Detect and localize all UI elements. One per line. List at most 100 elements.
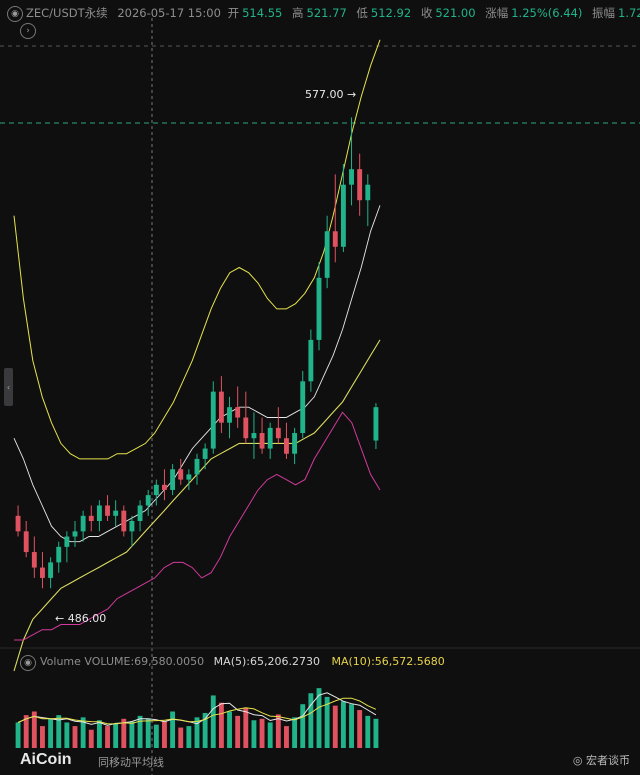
candle-body [340, 184, 346, 247]
volume-bar [332, 705, 338, 748]
candle-body [194, 458, 200, 475]
candle-body [178, 469, 184, 480]
candle-body [129, 521, 135, 532]
expand-chevron-icon[interactable]: › [20, 23, 36, 39]
candle-body [170, 469, 176, 490]
candle-body [300, 381, 306, 434]
high-marker-label: 577.00 → [305, 88, 357, 101]
volume-bar [365, 715, 371, 748]
candle-body [218, 391, 224, 423]
candle-body [105, 505, 110, 516]
volume-bar [308, 693, 314, 748]
volume-bar [153, 724, 159, 748]
high-value: 521.77 [306, 6, 347, 20]
band-pink [14, 411, 381, 641]
candle-body [308, 339, 314, 382]
low-marker-label: ← 486.00 [55, 612, 107, 625]
change-value: 1.25%(6.44) [511, 6, 583, 20]
candle-body [324, 231, 330, 278]
volume-bar [121, 718, 127, 748]
symbol-label: ZEC/USDT永续 [26, 6, 108, 20]
change-label: 涨幅 [485, 6, 509, 20]
candle-body [64, 536, 70, 547]
candle-body [267, 427, 273, 449]
candle-body [357, 169, 363, 201]
volume-bar [292, 717, 298, 748]
volume-ma5-line [17, 692, 377, 726]
volume-bar [64, 722, 70, 748]
candle-body [96, 505, 102, 521]
candle-body [40, 567, 45, 578]
candle-body [15, 515, 21, 532]
volume-bar [202, 712, 208, 748]
volume-bar [105, 726, 110, 748]
amp-label: 振幅 [592, 6, 616, 20]
volume-bar [210, 695, 216, 748]
volume-eye-icon[interactable]: ◉ [20, 655, 36, 671]
open-label: 开 [227, 6, 240, 20]
volume-bar [218, 702, 224, 748]
candle-body [275, 427, 281, 439]
candle-body [243, 417, 249, 439]
candle-body [121, 510, 127, 532]
candle-body [292, 433, 298, 454]
sidebar-collapse-handle[interactable]: ‹ [4, 368, 13, 406]
volume-ma5: MA(5):65,206.2730 [213, 655, 320, 668]
candle-body [235, 407, 241, 418]
candle-body [202, 448, 208, 459]
high-label: 高 [292, 6, 304, 20]
candle-body [153, 484, 159, 496]
candle-body [56, 546, 62, 563]
volume-bar [194, 717, 200, 748]
volume-bar [113, 723, 119, 748]
volume-bar [23, 715, 29, 748]
candle-body [365, 184, 371, 201]
volume-bar [316, 688, 322, 748]
volume-ma10-line [17, 697, 377, 725]
candle-body [210, 391, 216, 449]
ohlc-header: ZEC/USDT永续 2026-05-17 15:00 开 514.55 高 521… [26, 5, 640, 21]
indicator-note: 同移动平均线 [98, 756, 164, 769]
candle-body [48, 562, 54, 578]
volume-bar [373, 718, 379, 748]
candle-body [23, 531, 29, 553]
volume-bar [357, 710, 363, 748]
volume-bar [259, 718, 265, 748]
volume-bar [88, 729, 94, 748]
volume-bar [145, 718, 151, 748]
volume-bar [56, 715, 62, 748]
volume-bar [324, 696, 330, 748]
datetime-label: 2026-05-17 15:00 [117, 6, 221, 20]
visibility-eye-icon[interactable]: ◉ [7, 6, 23, 22]
candle-body [373, 407, 379, 441]
volume-bar [129, 721, 135, 748]
candle-body [284, 438, 289, 454]
low-value: 512.92 [370, 6, 412, 20]
candle-body [259, 433, 265, 449]
volume-bar [80, 717, 86, 748]
volume-bar [137, 715, 143, 748]
volume-bar [178, 727, 184, 748]
volume-bar [251, 720, 257, 748]
amp-value: 1.72% [618, 6, 640, 20]
candle-body [145, 495, 151, 506]
volume-bar [162, 721, 167, 748]
aicoin-logo: AiCoin [20, 751, 72, 768]
candle-body [186, 474, 192, 480]
watermark: ◎ 宏者谈币 [572, 754, 630, 767]
volume-bar [40, 726, 45, 748]
volume-bar [267, 722, 273, 748]
open-value: 514.55 [242, 6, 283, 20]
volume-bar [186, 726, 192, 748]
volume-header: Volume VOLUME:69,580.0050 MA(5):65,206.2… [40, 655, 445, 668]
candle-body [227, 407, 232, 423]
volume-bar [15, 722, 21, 748]
volume-bar [48, 718, 54, 748]
volume-value: Volume VOLUME:69,580.0050 [40, 655, 205, 668]
candle-body [72, 531, 78, 537]
close-label: 收 [420, 6, 433, 20]
volume-bar [96, 720, 102, 748]
low-label: 低 [356, 6, 368, 20]
candle-body [251, 433, 257, 439]
